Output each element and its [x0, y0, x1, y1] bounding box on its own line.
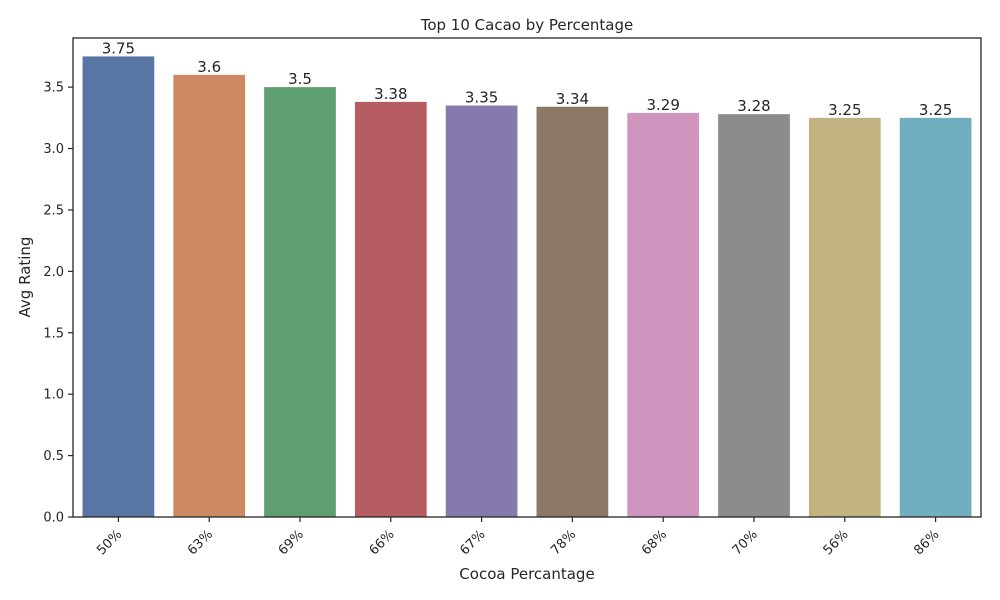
x-tick-label-7: 70% [730, 527, 761, 558]
x-tick-label-0: 50% [94, 527, 125, 558]
data-label-3: 3.38 [374, 85, 407, 103]
y-axis: 0.0 0.5 1.0 1.5 2.0 2.5 3.0 3.5 [43, 81, 73, 526]
y-tick-label-6: 3.0 [43, 142, 64, 157]
y-tick-label-4: 2.0 [43, 265, 64, 280]
x-tick-label-4: 67% [457, 527, 488, 558]
chart-title: Top 10 Cacao by Percentage [420, 16, 634, 34]
data-label-7: 3.28 [737, 97, 770, 115]
data-label-0: 3.75 [102, 39, 135, 57]
x-tick-label-3: 66% [367, 527, 398, 558]
y-tick-label-2: 1.0 [43, 388, 64, 403]
data-label-4: 3.35 [465, 89, 498, 107]
plot-frame [72, 37, 982, 518]
data-labels-group: 3.75 3.6 3.5 3.38 3.35 3.34 3.29 3.28 3.25 3.25 [102, 39, 953, 118]
x-tick-label-5: 78% [548, 527, 579, 558]
y-axis-label: Avg Rating [16, 237, 34, 318]
data-label-2: 3.5 [288, 70, 312, 88]
y-tick-label-0: 0.0 [43, 511, 64, 526]
bar-2 [264, 87, 336, 517]
bar-5 [536, 106, 609, 518]
y-tick-label-3: 1.5 [43, 326, 64, 341]
bar-1 [173, 74, 246, 517]
x-tick-label-9: 86% [911, 527, 942, 558]
x-axis: 50% 63% 69% 66% 67% 78% 68% 70% 56% 86% [94, 517, 942, 558]
x-tick-label-6: 68% [639, 527, 670, 558]
y-tick-label-7: 3.5 [43, 81, 64, 96]
data-label-5: 3.34 [556, 90, 589, 108]
bar-4 [445, 105, 518, 518]
x-tick-label-8: 56% [821, 527, 852, 558]
y-tick-label-1: 0.5 [43, 449, 64, 464]
y-tick-label-5: 2.5 [43, 203, 64, 218]
bar-0 [82, 56, 155, 518]
data-label-1: 3.6 [197, 58, 221, 76]
bars-group [82, 56, 972, 518]
x-tick-label-2: 69% [276, 527, 307, 558]
data-label-8: 3.25 [828, 101, 861, 119]
x-axis-label: Cocoa Percantage [459, 565, 594, 583]
bar-6 [627, 112, 700, 518]
x-tick-label-1: 63% [185, 527, 216, 558]
bar-3 [354, 101, 427, 517]
bar-7 [718, 114, 790, 518]
bar-9 [899, 117, 972, 517]
bar-8 [808, 117, 881, 517]
data-label-9: 3.25 [919, 101, 952, 119]
data-label-6: 3.29 [646, 96, 679, 114]
